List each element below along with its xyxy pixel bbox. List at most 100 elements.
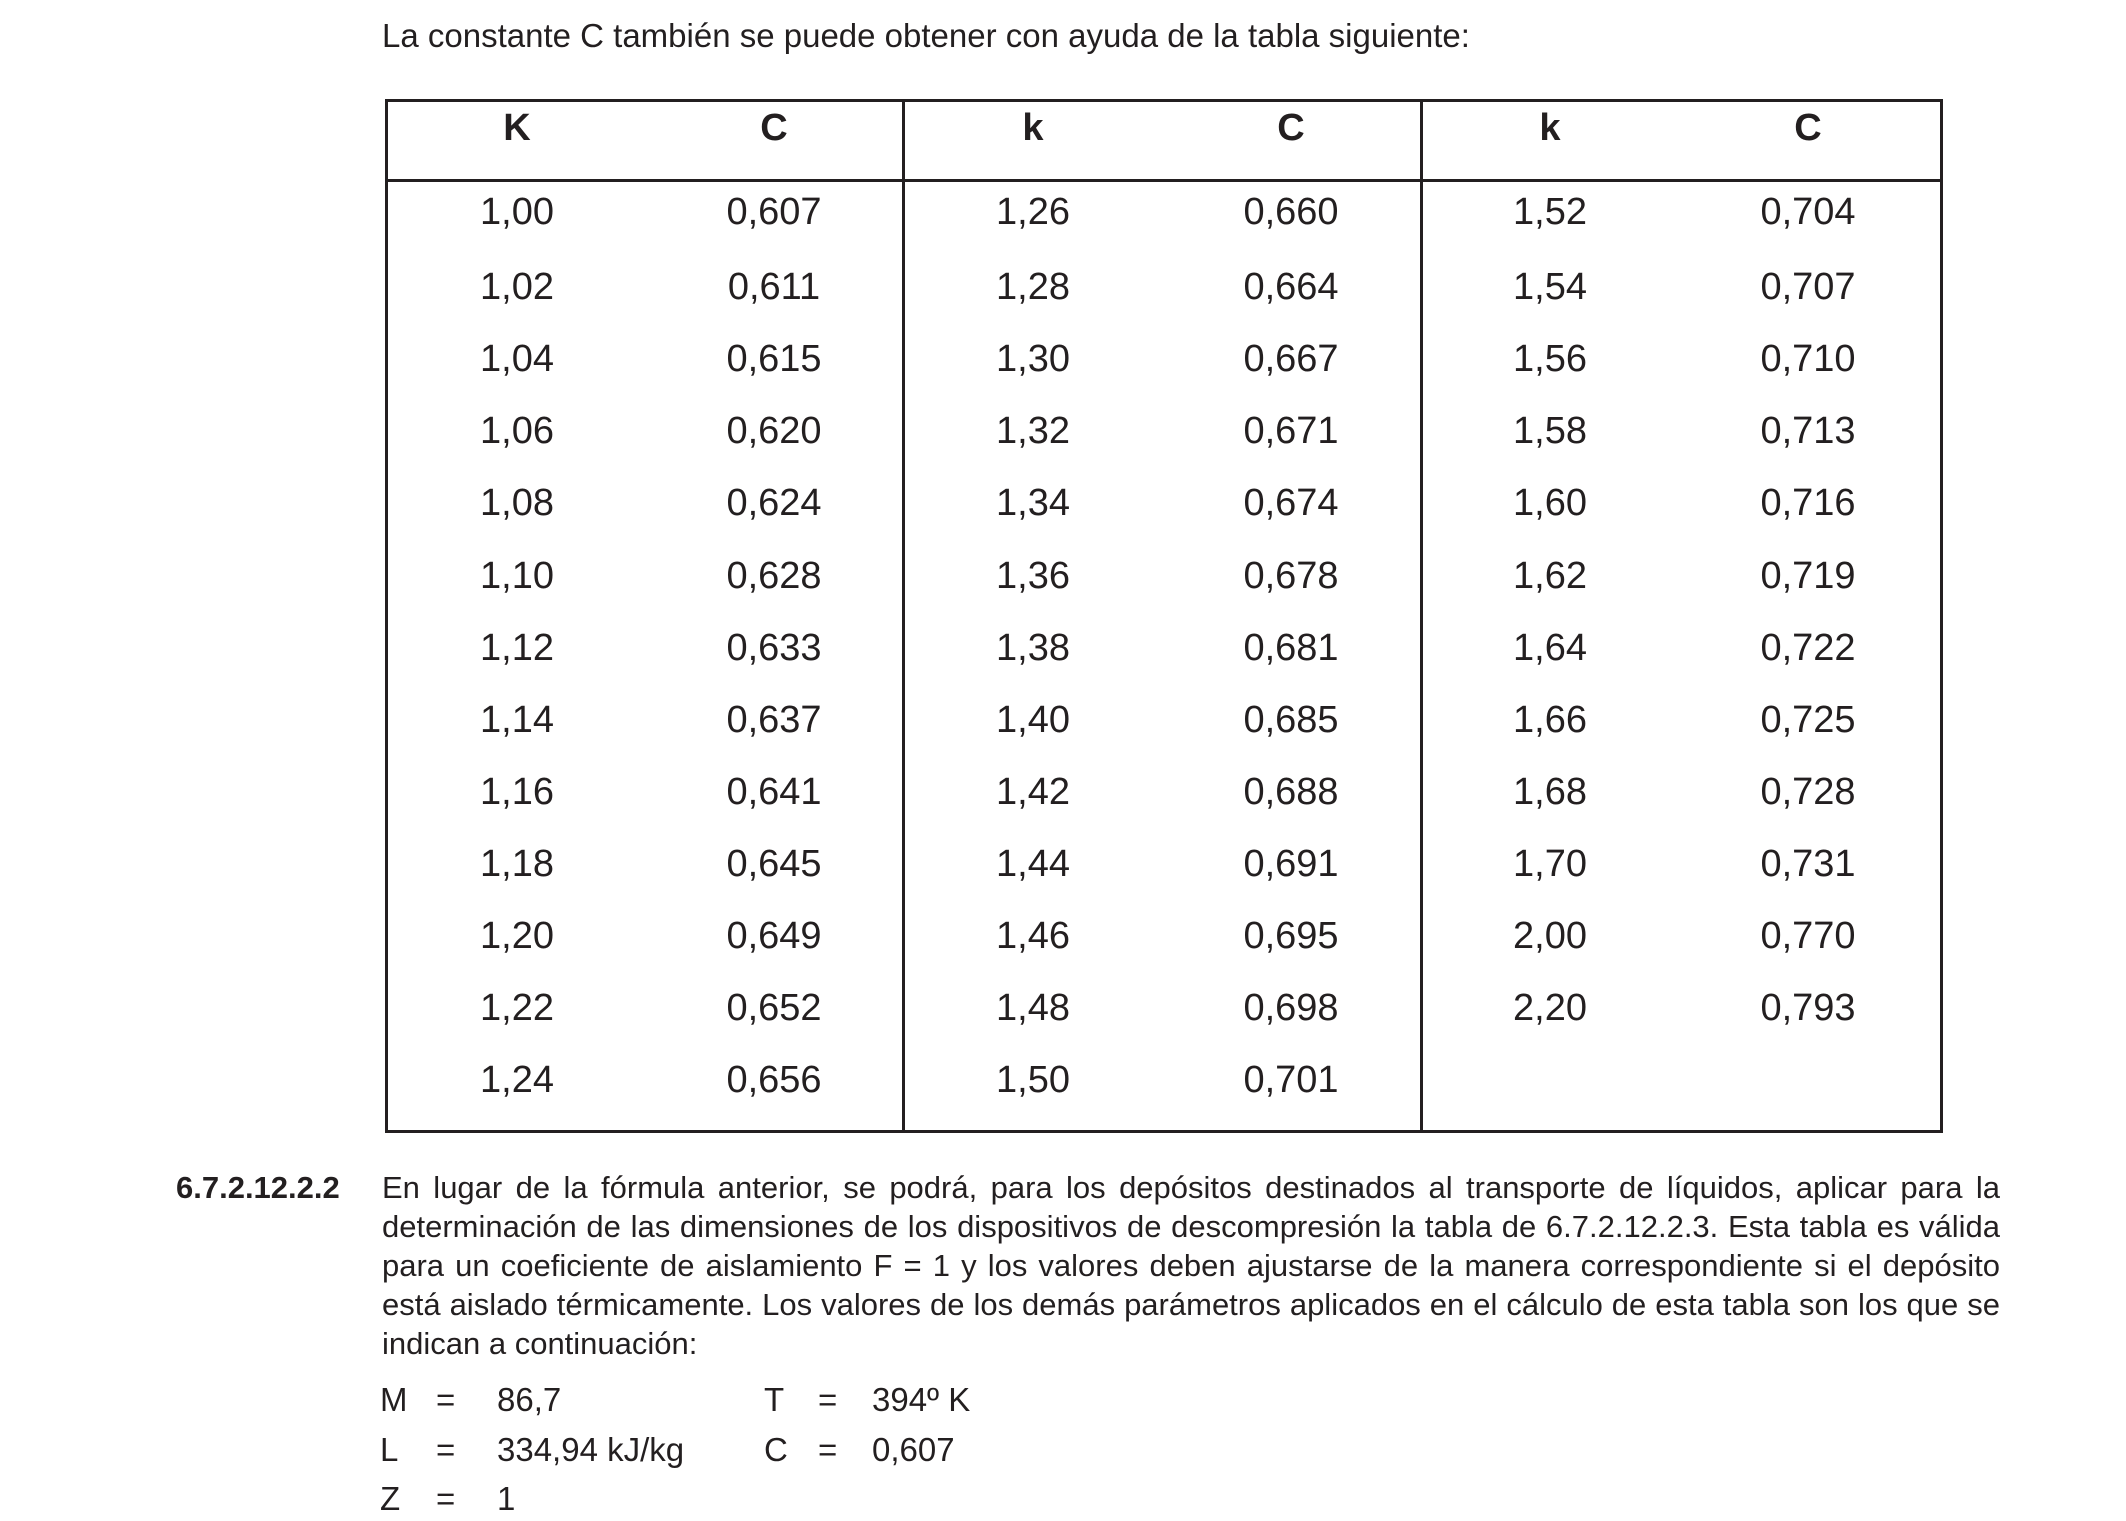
table-cell-c: 0,633 [726,627,822,669]
table-cell-c: 0,716 [1760,482,1856,524]
table-cell-c: 0,620 [726,410,822,452]
header-divider [388,179,1940,182]
table-cell-c: 0,707 [1760,266,1856,308]
param-symbol-z: Z [380,1480,401,1517]
table-cell-k: 1,12 [480,627,554,669]
table-cell-k: 1,20 [480,915,554,957]
table-cell-c: 0,719 [1760,555,1856,597]
table-header-cell: C [1277,107,1305,149]
table-cell-k: 1,34 [996,482,1070,524]
table-cell-c: 0,681 [1243,627,1339,669]
table-cell-k: 1,70 [1513,843,1587,885]
section-paragraph: En lugar de la fórmula anterior, se podr… [382,1170,2000,1361]
table-cell-k: 1,60 [1513,482,1587,524]
table-cell-c: 0,649 [726,915,822,957]
table-cell-k: 1,42 [996,771,1070,813]
table-cell-c: 0,701 [1243,1059,1339,1101]
table-cell-k: 1,62 [1513,555,1587,597]
param-value-t: 394º K [872,1381,971,1418]
table-cell-c: 0,691 [1243,843,1339,885]
table-cell-k: 1,00 [480,191,554,233]
table-cell-k: 1,58 [1513,410,1587,452]
table-cell-k: 1,08 [480,482,554,524]
table-cell-c: 0,656 [726,1059,822,1101]
table-cell-c: 0,615 [726,338,822,380]
table-cell-c: 0,664 [1243,266,1339,308]
param-value-m: 86,7 [497,1381,562,1418]
table-cell-k: 1,44 [996,843,1070,885]
table-cell-k: 2,00 [1513,915,1587,957]
param-value-c: 0,607 [872,1431,955,1468]
param-symbol-t: T [764,1381,785,1418]
table-cell-c: 0,660 [1243,191,1339,233]
table-cell-k: 1,04 [480,338,554,380]
param-value-l: 334,94 kJ/kg [497,1431,685,1468]
column-divider [902,102,905,1130]
table-cell-c: 0,674 [1243,482,1339,524]
table-cell-k: 1,50 [996,1059,1070,1101]
param-equals: = [818,1431,838,1468]
table-cell-c: 0,607 [726,191,822,233]
table-cell-c: 0,671 [1243,410,1339,452]
table-cell-c: 0,698 [1243,987,1339,1029]
table-cell-c: 0,731 [1760,843,1856,885]
table-cell-c: 0,728 [1760,771,1856,813]
param-equals: = [436,1480,456,1517]
table-cell-k: 1,48 [996,987,1070,1029]
table-cell-c: 0,722 [1760,627,1856,669]
table-header-cell: C [760,107,788,149]
table-cell-c: 0,713 [1760,410,1856,452]
table-cell-c: 0,641 [726,771,822,813]
table-cell-k: 1,30 [996,338,1070,380]
param-value-z: 1 [497,1480,516,1517]
table-cell-k: 1,38 [996,627,1070,669]
table-cell-c: 0,793 [1760,987,1856,1029]
table-cell-c: 0,645 [726,843,822,885]
table-cell-k: 1,06 [480,410,554,452]
column-divider [1420,102,1423,1130]
table-cell-k: 1,18 [480,843,554,885]
table-cell-c: 0,725 [1760,699,1856,741]
table-cell-c: 0,628 [726,555,822,597]
table-cell-k: 1,14 [480,699,554,741]
param-symbol-m: M [380,1381,408,1418]
table-cell-k: 2,20 [1513,987,1587,1029]
table-cell-k: 1,32 [996,410,1070,452]
section-number: 6.7.2.12.2.2 [176,1170,340,1205]
table-cell-c: 0,770 [1760,915,1856,957]
table-header-cell: K [503,107,531,149]
table-cell-c: 0,652 [726,987,822,1029]
table-cell-k: 1,68 [1513,771,1587,813]
table-cell-k: 1,46 [996,915,1070,957]
table-cell-k: 1,64 [1513,627,1587,669]
table-cell-k: 1,66 [1513,699,1587,741]
table-cell-c: 0,611 [727,266,821,308]
table-cell-k: 1,56 [1513,338,1587,380]
table-cell-k: 1,10 [480,555,554,597]
table-header-cell: k [1539,107,1561,149]
table-cell-k: 1,22 [480,987,554,1029]
table-cell-k: 1,36 [996,555,1070,597]
param-symbol-l: L [380,1431,399,1468]
table-cell-c: 0,695 [1243,915,1339,957]
param-symbol-c: C [764,1431,788,1468]
table-cell-c: 0,678 [1243,555,1339,597]
table-cell-c: 0,688 [1243,771,1339,813]
table-cell-k: 1,52 [1513,191,1587,233]
param-equals: = [436,1431,456,1468]
table-cell-c: 0,667 [1243,338,1339,380]
table-cell-k: 1,02 [480,266,554,308]
table-header-cell: k [1022,107,1044,149]
table-cell-k: 1,40 [996,699,1070,741]
table-header-cell: C [1794,107,1822,149]
table-cell-c: 0,624 [726,482,822,524]
table-cell-k: 1,28 [996,266,1070,308]
table-cell-k: 1,26 [996,191,1070,233]
table-cell-c: 0,637 [726,699,822,741]
intro-text: La constante C también se puede obtener … [382,17,1470,54]
param-equals: = [436,1381,456,1418]
param-equals: = [818,1381,838,1418]
table-cell-c: 0,704 [1760,191,1856,233]
table-cell-c: 0,685 [1243,699,1339,741]
